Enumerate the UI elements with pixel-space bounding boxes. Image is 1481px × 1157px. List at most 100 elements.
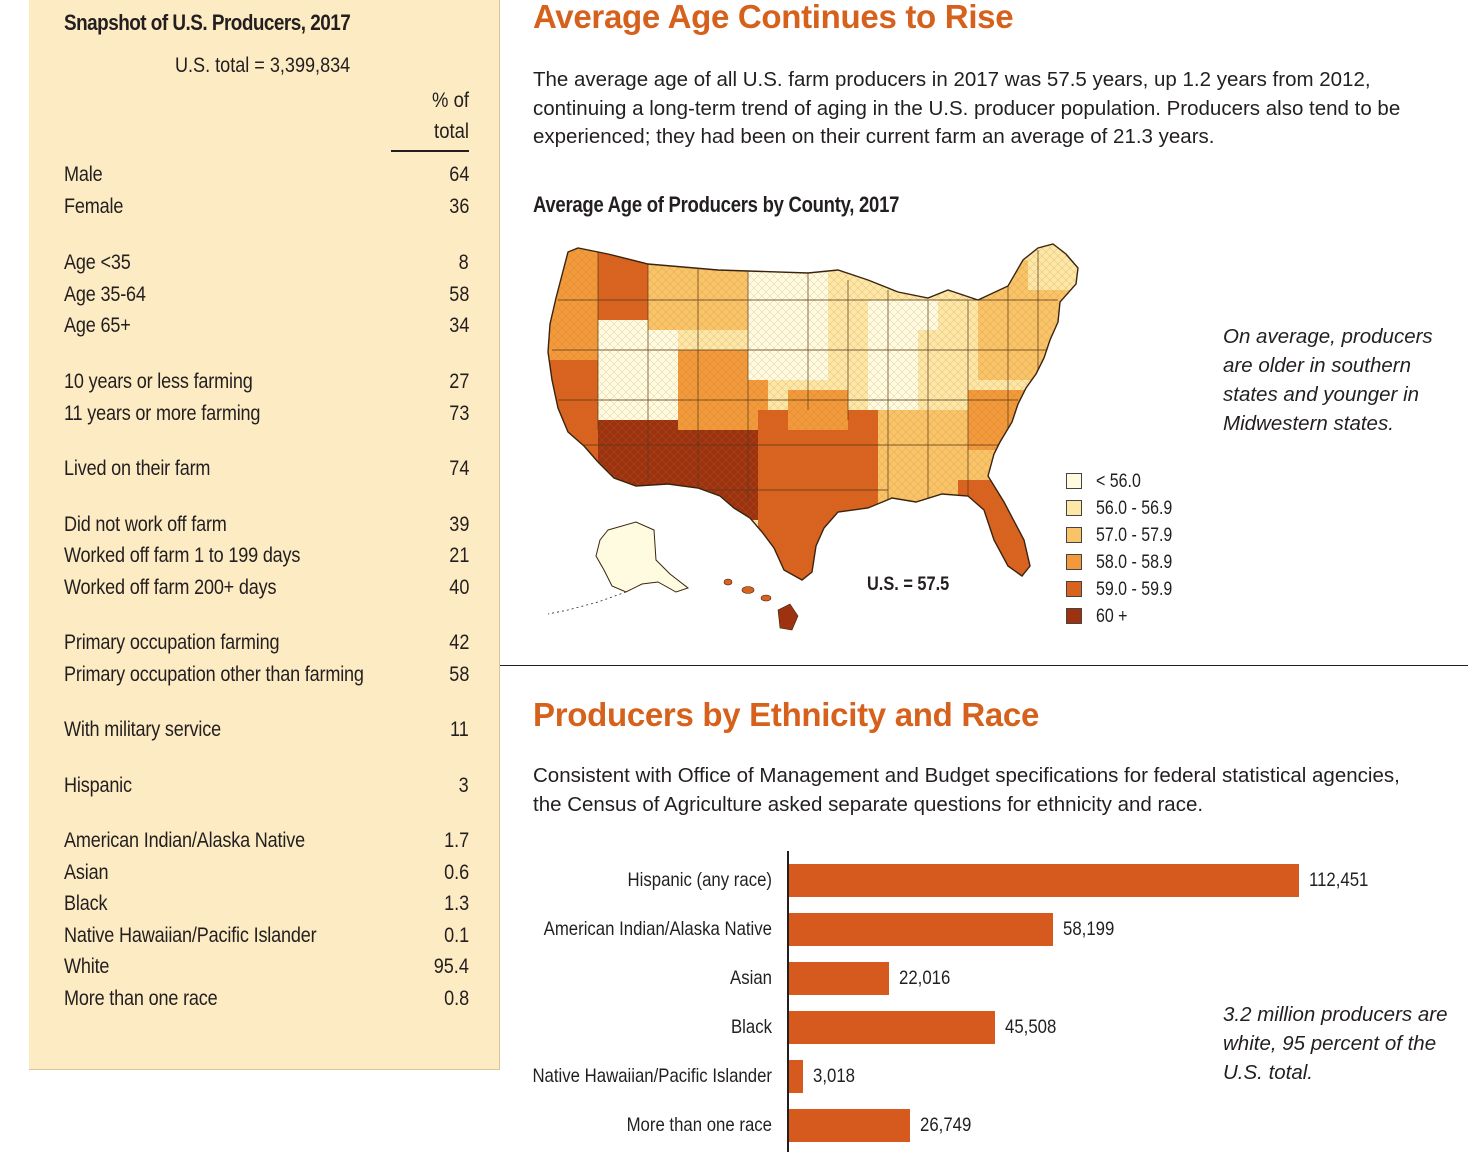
snapshot-row-value: 34 (448, 314, 469, 337)
snapshot-title: Snapshot of U.S. Producers, 2017 (64, 10, 351, 35)
snapshot-row-value: 8 (458, 251, 469, 274)
snapshot-row-value: 39 (448, 513, 469, 536)
snapshot-row-label: Native Hawaiian/Pacific Islander (64, 924, 317, 947)
snapshot-row-value: 42 (448, 631, 469, 654)
bar (789, 913, 1053, 946)
snapshot-row: Worked off farm 200+ days 40 (64, 572, 469, 603)
snapshot-row-value: 0.8 (443, 987, 469, 1010)
percent-column-header: % of total (399, 85, 469, 147)
bar-category-label: More than one race (626, 1114, 772, 1136)
legend-swatch (1066, 554, 1082, 570)
snapshot-row-label: Age 65+ (64, 314, 131, 337)
snapshot-row: American Indian/Alaska Native 1.7 (64, 825, 469, 856)
snapshot-row-label: Asian (64, 861, 109, 884)
bar-value-label: 26,749 (920, 1114, 972, 1136)
age-body: The average age of all U.S. farm produce… (533, 68, 1401, 148)
snapshot-row: Hispanic 3 (64, 770, 469, 801)
snapshot-row: Age 35-64 58 (64, 279, 469, 310)
legend-label: 60 + (1096, 606, 1128, 627)
snapshot-row-value: 40 (448, 576, 469, 599)
snapshot-row: Age 65+ 34 (64, 310, 469, 341)
legend-label: < 56.0 (1096, 471, 1141, 492)
legend-swatch (1066, 581, 1082, 597)
bar-value-label: 3,018 (812, 1065, 855, 1087)
snapshot-row-value: 0.6 (443, 861, 469, 884)
race-callout: 3.2 million producers are white, 95 perc… (1223, 1003, 1448, 1084)
snapshot-row-value: 58 (448, 663, 469, 686)
ethnicity-heading: Producers by Ethnicity and Race (533, 696, 1040, 733)
bar-category-label: Black (730, 1016, 772, 1038)
bar-category-label: Native Hawaiian/Pacific Islander (532, 1065, 772, 1087)
ethnicity-body: Consistent with Office of Management and… (533, 764, 1400, 816)
us-map-graphic (547, 243, 1079, 631)
snapshot-row: Black 1.3 (64, 888, 469, 919)
snapshot-row-value: 74 (448, 457, 469, 480)
snapshot-row-value: 58 (448, 283, 469, 306)
map-title: Average Age of Producers by County, 2017 (533, 192, 900, 217)
legend-swatch (1066, 500, 1082, 516)
snapshot-row-value: 27 (448, 370, 469, 393)
snapshot-row-label: Primary occupation farming (64, 631, 280, 654)
snapshot-panel: Snapshot of U.S. Producers, 2017 U.S. to… (29, 0, 500, 1070)
snapshot-row-label: White (64, 955, 110, 978)
alaska-shape (595, 521, 690, 593)
snapshot-row-label: Black (64, 892, 108, 915)
us-average-label: U.S. = 57.5 (867, 574, 950, 595)
snapshot-row: Female 36 (64, 191, 469, 222)
snapshot-row-value: 0.1 (443, 924, 469, 947)
snapshot-row-label: American Indian/Alaska Native (64, 829, 305, 852)
column-rule (391, 150, 469, 152)
snapshot-row: 11 years or more farming 73 (64, 398, 469, 429)
snapshot-row: Native Hawaiian/Pacific Islander 0.1 (64, 920, 469, 951)
legend-item: 57.0 - 57.9 (1066, 523, 1206, 550)
snapshot-row-label: Worked off farm 200+ days (64, 576, 277, 599)
snapshot-row-value: 95.4 (433, 955, 469, 978)
snapshot-row-label: Male (64, 163, 103, 186)
age-callout: On average, producers are older in south… (1223, 325, 1433, 435)
bar (789, 1060, 803, 1093)
legend-item: 59.0 - 59.9 (1066, 577, 1206, 604)
legend-item: 56.0 - 56.9 (1066, 496, 1206, 523)
legend-swatch (1066, 608, 1082, 624)
snapshot-row-value: 11 (450, 718, 469, 741)
bar-category-label: Hispanic (any race) (627, 869, 772, 891)
snapshot-row: Primary occupation other than farming 58 (64, 659, 469, 690)
snapshot-row: Age <35 8 (64, 247, 469, 278)
legend-label: 56.0 - 56.9 (1096, 498, 1173, 519)
bar (789, 864, 1299, 897)
hawaii-shape (723, 578, 799, 631)
snapshot-row-label: Did not work off farm (64, 513, 227, 536)
section-divider (500, 665, 1468, 666)
legend-item: 58.0 - 58.9 (1066, 550, 1206, 577)
legend-swatch (1066, 527, 1082, 543)
age-heading: Average Age Continues to Rise (533, 0, 1014, 35)
percent-header-line1: % of (432, 89, 469, 112)
snapshot-row-value: 73 (448, 402, 469, 425)
bar (789, 1109, 911, 1142)
legend-label: 58.0 - 58.9 (1096, 552, 1173, 573)
snapshot-row: Worked off farm 1 to 199 days 21 (64, 540, 469, 571)
legend-item: < 56.0 (1066, 469, 1206, 496)
snapshot-row: More than one race 0.8 (64, 983, 469, 1014)
snapshot-row-label: With military service (64, 718, 221, 741)
snapshot-row: Male 64 (64, 159, 469, 190)
snapshot-row-value: 21 (448, 544, 469, 567)
snapshot-total: U.S. total = 3,399,834 (175, 54, 351, 77)
snapshot-row-label: 11 years or more farming (64, 402, 261, 425)
snapshot-row: 10 years or less farming 27 (64, 366, 469, 397)
bar-value-label: 112,451 (1309, 869, 1369, 891)
snapshot-row-label: Worked off farm 1 to 199 days (64, 544, 301, 567)
bar-value-label: 22,016 (898, 967, 951, 989)
percent-header-line2: total (434, 120, 469, 143)
bar-category-label: American Indian/Alaska Native (543, 918, 772, 940)
snapshot-row: Asian 0.6 (64, 857, 469, 888)
snapshot-row-label: More than one race (64, 987, 218, 1010)
chart-axis (787, 851, 789, 1152)
legend-item: 60 + (1066, 604, 1206, 631)
legend-label: 57.0 - 57.9 (1096, 525, 1173, 546)
snapshot-row-value: 3 (458, 774, 469, 797)
snapshot-row: White 95.4 (64, 951, 469, 982)
snapshot-row-value: 1.3 (443, 892, 469, 915)
snapshot-row-value: 1.7 (443, 829, 469, 852)
snapshot-row-label: Lived on their farm (64, 457, 211, 480)
